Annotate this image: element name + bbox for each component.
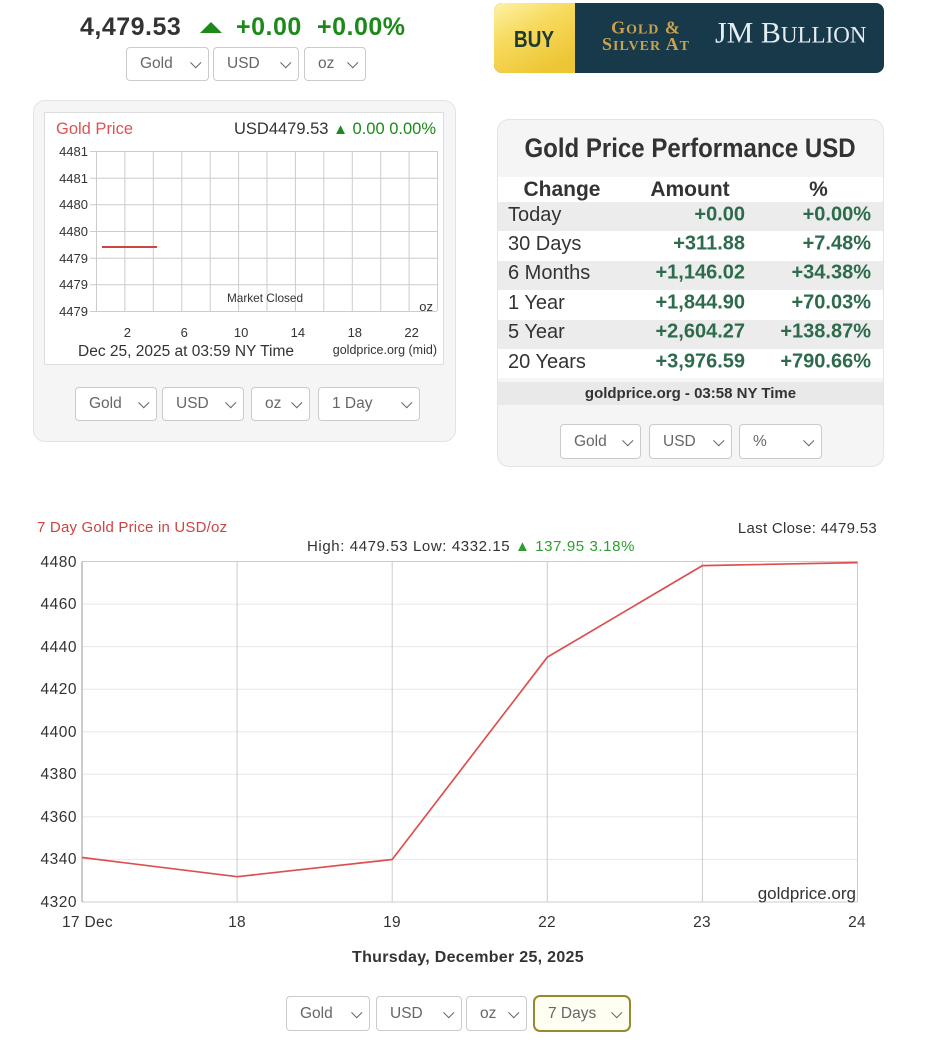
- svg-text:4479: 4479: [59, 304, 88, 319]
- svg-text:4420: 4420: [41, 681, 77, 698]
- svg-text:23: 23: [693, 914, 711, 931]
- svg-text:4320: 4320: [41, 894, 77, 911]
- svg-text:oz: oz: [419, 299, 433, 314]
- svg-text:24: 24: [848, 914, 866, 931]
- svg-text:14: 14: [291, 325, 305, 340]
- svg-text:4440: 4440: [41, 639, 77, 656]
- svg-text:22: 22: [538, 914, 556, 931]
- svg-text:4400: 4400: [41, 724, 77, 741]
- svg-text:4479: 4479: [59, 277, 88, 292]
- svg-text:goldprice.org (mid): goldprice.org (mid): [333, 343, 437, 357]
- svg-text:GOLD &: GOLD &: [611, 18, 681, 38]
- svg-text:goldprice.org: goldprice.org: [758, 884, 856, 903]
- svg-text:4480: 4480: [59, 197, 88, 212]
- svg-text:7 Day Gold Price in USD/oz: 7 Day Gold Price in USD/oz: [37, 519, 227, 536]
- svg-text:Last Close: 4479.53: Last Close: 4479.53: [738, 520, 877, 537]
- svg-text:19: 19: [383, 914, 401, 931]
- svg-text:4460: 4460: [41, 596, 77, 613]
- svg-text:4380: 4380: [41, 766, 77, 783]
- svg-text:17 Dec: 17 Dec: [62, 914, 113, 931]
- svg-text:4481: 4481: [59, 171, 88, 186]
- svg-text:BUY: BUY: [514, 27, 554, 52]
- svg-text:6: 6: [181, 325, 188, 340]
- svg-text:High: 4479.53 Low: 4332.15 ▲ 1: High: 4479.53 Low: 4332.15 ▲ 137.95 3.18…: [307, 538, 635, 555]
- svg-text:JM BULLION: JM BULLION: [715, 17, 867, 50]
- svg-text:4479: 4479: [59, 251, 88, 266]
- svg-text:4480: 4480: [59, 224, 88, 239]
- svg-text:4480: 4480: [41, 554, 77, 571]
- svg-text:SILVER AT: SILVER AT: [602, 34, 690, 54]
- svg-text:10: 10: [234, 325, 248, 340]
- svg-text:2: 2: [124, 325, 131, 340]
- svg-text:4360: 4360: [41, 809, 77, 826]
- svg-text:Dec 25, 2025 at 03:59 NY Time: Dec 25, 2025 at 03:59 NY Time: [78, 343, 294, 360]
- svg-text:18: 18: [228, 914, 246, 931]
- svg-text:22: 22: [404, 325, 418, 340]
- svg-text:4481: 4481: [59, 144, 88, 159]
- svg-text:4340: 4340: [41, 851, 77, 868]
- svg-text:Market Closed: Market Closed: [227, 291, 303, 305]
- svg-text:18: 18: [348, 325, 362, 340]
